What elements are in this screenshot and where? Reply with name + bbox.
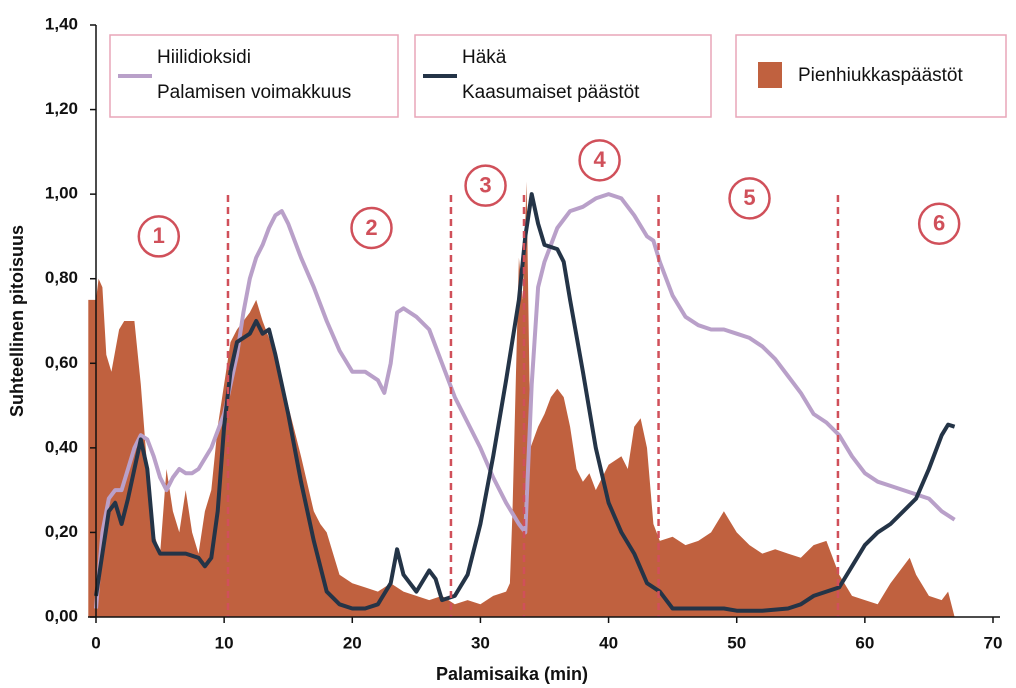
x-tick-label: 10	[215, 633, 234, 652]
y-tick-label: 0,40	[45, 437, 78, 456]
legend-swatch	[758, 62, 782, 88]
y-tick-label: 1,40	[45, 14, 78, 33]
phase-circle	[464, 164, 507, 207]
phase-circle	[350, 206, 393, 250]
phase-label: 2	[365, 215, 377, 240]
legend-label: Hiilidioksidi	[157, 47, 251, 68]
area	[88, 181, 955, 617]
phase-label: 4	[593, 147, 606, 172]
y-tick-label: 0,20	[45, 522, 78, 541]
legend-box	[414, 34, 712, 118]
y-axis-title: Suhteellinen pitoisuus	[7, 225, 27, 417]
x-tick-label: 70	[984, 633, 1003, 652]
y-tick-label: 0,60	[45, 353, 78, 372]
x-tick-label: 20	[343, 633, 362, 652]
phase-circle	[917, 202, 961, 245]
legend-box	[109, 34, 399, 118]
x-tick-label: 0	[91, 633, 100, 652]
legend-sublabel: Palamisen voimakkuus	[157, 82, 351, 103]
phase-label: 3	[479, 172, 491, 197]
line	[94, 192, 956, 613]
x-axis-title: Palamisaika (min)	[436, 664, 588, 684]
phase-label: 6	[933, 211, 945, 236]
y-tick-label: 1,00	[45, 184, 78, 203]
legend-label: Pienhiukkaspäästöt	[798, 65, 963, 86]
legend-sublabel: Kaasumaiset päästöt	[462, 82, 640, 103]
y-tick-label: 0,80	[45, 268, 78, 287]
x-tick-label: 30	[471, 633, 490, 652]
phase-label: 5	[743, 185, 755, 210]
x-tick-label: 50	[727, 633, 746, 652]
legend-label: Häkä	[462, 47, 507, 68]
x-tick-label: 60	[855, 633, 874, 652]
phase-circle	[137, 215, 181, 258]
y-tick-label: 0,00	[45, 606, 78, 625]
x-tick-label: 40	[599, 633, 618, 652]
phase-circle	[578, 139, 621, 182]
line	[94, 192, 956, 609]
phase-label: 1	[153, 223, 165, 248]
y-tick-label: 1,20	[45, 99, 78, 118]
phase-circle	[728, 177, 771, 220]
